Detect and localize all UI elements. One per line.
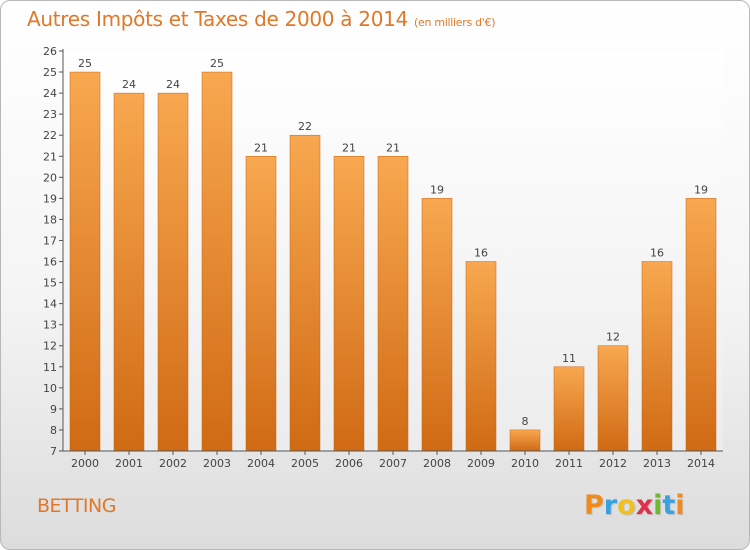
logo-letter: x [635, 490, 654, 521]
x-tick-label: 2000 [71, 457, 99, 470]
logo-letter: r [603, 490, 618, 521]
bar-value-label: 21 [342, 141, 356, 154]
x-tick-label: 2014 [687, 457, 715, 470]
y-tick-label: 24 [43, 87, 57, 100]
bar-value-label: 16 [650, 247, 664, 260]
x-tick-label: 2012 [599, 457, 627, 470]
x-tick-label: 2005 [291, 457, 319, 470]
bar-value-label: 21 [254, 141, 268, 154]
x-tick-label: 2009 [467, 457, 495, 470]
y-tick-label: 16 [43, 256, 57, 269]
bar-2014 [685, 198, 717, 452]
y-tick-label: 11 [43, 361, 57, 374]
bar-value-label: 21 [386, 141, 400, 154]
proxiti-logo[interactable]: Proxiti [584, 490, 685, 521]
bar-2005 [289, 134, 321, 452]
x-axis: 2000 2001 2002 2003 2004 2005 2006 2007 2008 2009… [63, 450, 723, 470]
y-tick-label: 7 [50, 445, 57, 458]
bar-value-label: 22 [298, 120, 312, 133]
bar-2011 [553, 366, 585, 452]
bar-2002 [157, 92, 189, 452]
bar-value-label: 19 [430, 183, 444, 196]
logo-letter: o [617, 490, 636, 521]
chart-title-text: Autres Impôts et Taxes de 2000 à 2014 [27, 7, 408, 31]
bars: 25 24 24 25 21 22 21 21 19 16 8 11 12 16 19 [69, 57, 717, 452]
bar-2010 [509, 429, 541, 452]
x-tick-label: 2006 [335, 457, 363, 470]
bar-value-label: 25 [78, 57, 92, 70]
bar-2012 [597, 345, 629, 452]
y-tick-label: 14 [43, 298, 57, 311]
x-tick-label: 2011 [555, 457, 583, 470]
y-tick-label: 19 [43, 192, 57, 205]
bar-2003 [201, 71, 233, 452]
logo-letter: t [662, 490, 676, 521]
y-tick-label: 22 [43, 129, 57, 142]
bar-value-label: 24 [122, 78, 136, 91]
bar-value-label: 12 [606, 331, 620, 344]
bar-2000 [69, 71, 101, 452]
bar-value-label: 8 [522, 415, 529, 428]
commune-name: BETTING [37, 495, 116, 517]
bar-2013 [641, 261, 673, 452]
bar-2009 [465, 261, 497, 452]
x-tick-label: 2010 [511, 457, 539, 470]
y-tick-label: 21 [43, 150, 57, 163]
y-tick-label: 8 [50, 424, 57, 437]
bar-2007 [377, 156, 409, 452]
x-tick-label: 2004 [247, 457, 275, 470]
y-tick-label: 23 [43, 108, 57, 121]
y-tick-label: 26 [43, 45, 57, 58]
bar-value-label: 16 [474, 247, 488, 260]
x-tick-label: 2013 [643, 457, 671, 470]
bar-2006 [333, 156, 365, 452]
y-tick-label: 9 [50, 403, 57, 416]
x-tick-label: 2001 [115, 457, 143, 470]
y-tick-label: 18 [43, 213, 57, 226]
bar-2001 [113, 92, 145, 452]
x-tick-label: 2008 [423, 457, 451, 470]
y-tick-label: 20 [43, 171, 57, 184]
x-tick-label: 2003 [203, 457, 231, 470]
bar-value-label: 25 [210, 57, 224, 70]
bar-value-label: 24 [166, 78, 180, 91]
logo-letter: i [653, 490, 663, 521]
y-tick-label: 12 [43, 340, 57, 353]
y-tick-label: 25 [43, 66, 57, 79]
bar-value-label: 11 [562, 352, 576, 365]
bar-value-label: 19 [694, 183, 708, 196]
y-tick-label: 13 [43, 319, 57, 332]
y-tick-label: 15 [43, 277, 57, 290]
bar-2008 [421, 198, 453, 452]
x-tick-label: 2007 [379, 457, 407, 470]
y-axis: 7 8 9 10 11 12 13 14 15 16 17 18 19 20 21 22 23 24 25 26 [43, 45, 64, 458]
y-tick-label: 17 [43, 234, 57, 247]
chart-title: Autres Impôts et Taxes de 2000 à 2014 (en… [27, 7, 495, 31]
logo-letter: P [584, 490, 604, 521]
x-tick-label: 2002 [159, 457, 187, 470]
logo-letter: i [675, 490, 685, 521]
bar-2004 [245, 156, 277, 452]
y-tick-label: 10 [43, 382, 57, 395]
chart-subtitle: (en milliers d'€) [414, 16, 496, 29]
